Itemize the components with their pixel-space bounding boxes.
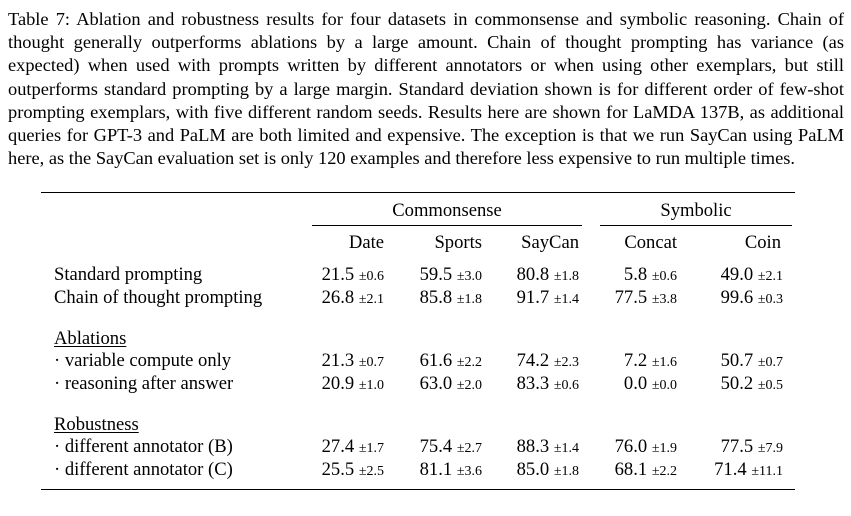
table-cell: 77.5 ±3.8 — [614, 287, 677, 308]
symbolic-cmidrule — [600, 225, 792, 226]
group-header-symbolic: Symbolic — [660, 200, 732, 221]
table-cell: 85.8 ±1.8 — [419, 287, 482, 308]
table-caption: Table 7: Ablation and robustness results… — [8, 9, 844, 169]
table-cell: 77.5 ±7.9 — [720, 436, 783, 457]
table-cell: 50.2 ±0.5 — [720, 373, 783, 394]
table-row: Chain of thought prompting 26.8 ±2.1 85.… — [0, 287, 851, 309]
table-row: Standard prompting 21.5 ±0.6 59.5 ±3.0 8… — [0, 264, 851, 286]
commonsense-cmidrule — [312, 225, 582, 226]
table-cell: 5.8 ±0.6 — [623, 264, 677, 285]
table-cell: 21.3 ±0.7 — [321, 350, 384, 371]
table-row: · reasoning after answer 20.9 ±1.0 63.0 … — [0, 373, 851, 395]
table-cell: 59.5 ±3.0 — [419, 264, 482, 285]
group-header-commonsense: Commonsense — [392, 200, 502, 221]
column-header-saycan: SayCan — [521, 232, 579, 253]
row-label: · variable compute only — [54, 350, 232, 371]
table-cell: 0.0 ±0.0 — [623, 373, 677, 394]
table-cell: 74.2 ±2.3 — [516, 350, 579, 371]
table-cell: 99.6 ±0.3 — [720, 287, 783, 308]
table-cell: 20.9 ±1.0 — [321, 373, 384, 394]
table-cell: 88.3 ±1.4 — [516, 436, 579, 457]
table-cell: 25.5 ±2.5 — [321, 459, 384, 480]
section-title-robustness: Robustness — [54, 414, 139, 435]
table-cell: 61.6 ±2.2 — [419, 350, 482, 371]
table-cell: 49.0 ±2.1 — [720, 264, 783, 285]
table-cell: 75.4 ±2.7 — [419, 436, 482, 457]
table-row: · variable compute only 21.3 ±0.7 61.6 ±… — [0, 350, 851, 372]
table-row: · different annotator (B) 27.4 ±1.7 75.4… — [0, 436, 851, 458]
table-cell: 68.1 ±2.2 — [614, 459, 677, 480]
row-label: · reasoning after answer — [54, 373, 234, 394]
column-header-concat: Concat — [624, 232, 677, 253]
table-cell: 80.8 ±1.8 — [516, 264, 579, 285]
table-cell: 63.0 ±2.0 — [419, 373, 482, 394]
row-label: · different annotator (B) — [54, 436, 233, 457]
table-cell: 76.0 ±1.9 — [614, 436, 677, 457]
table-row: · different annotator (C) 25.5 ±2.5 81.1… — [0, 459, 851, 481]
table-bottom-rule — [41, 489, 795, 491]
table-cell: 27.4 ±1.7 — [321, 436, 384, 457]
table-cell: 21.5 ±0.6 — [321, 264, 384, 285]
table-cell: 85.0 ±1.8 — [516, 459, 579, 480]
column-header-coin: Coin — [744, 232, 781, 253]
table-cell: 26.8 ±2.1 — [321, 287, 384, 308]
table-top-rule — [41, 192, 795, 194]
column-header-sports: Sports — [434, 232, 482, 253]
table-cell: 71.4 ±11.1 — [714, 459, 783, 480]
section-title-ablations: Ablations — [54, 328, 127, 349]
table-cell: 91.7 ±1.4 — [516, 287, 579, 308]
row-label: · different annotator (C) — [54, 459, 233, 480]
column-header-date: Date — [348, 232, 384, 253]
table-cell: 50.7 ±0.7 — [720, 350, 783, 371]
table-cell: 7.2 ±1.6 — [623, 350, 677, 371]
table-cell: 81.1 ±3.6 — [419, 459, 482, 480]
table-cell: 83.3 ±0.6 — [516, 373, 579, 394]
row-label: Chain of thought prompting — [54, 287, 263, 308]
row-label: Standard prompting — [54, 264, 203, 285]
